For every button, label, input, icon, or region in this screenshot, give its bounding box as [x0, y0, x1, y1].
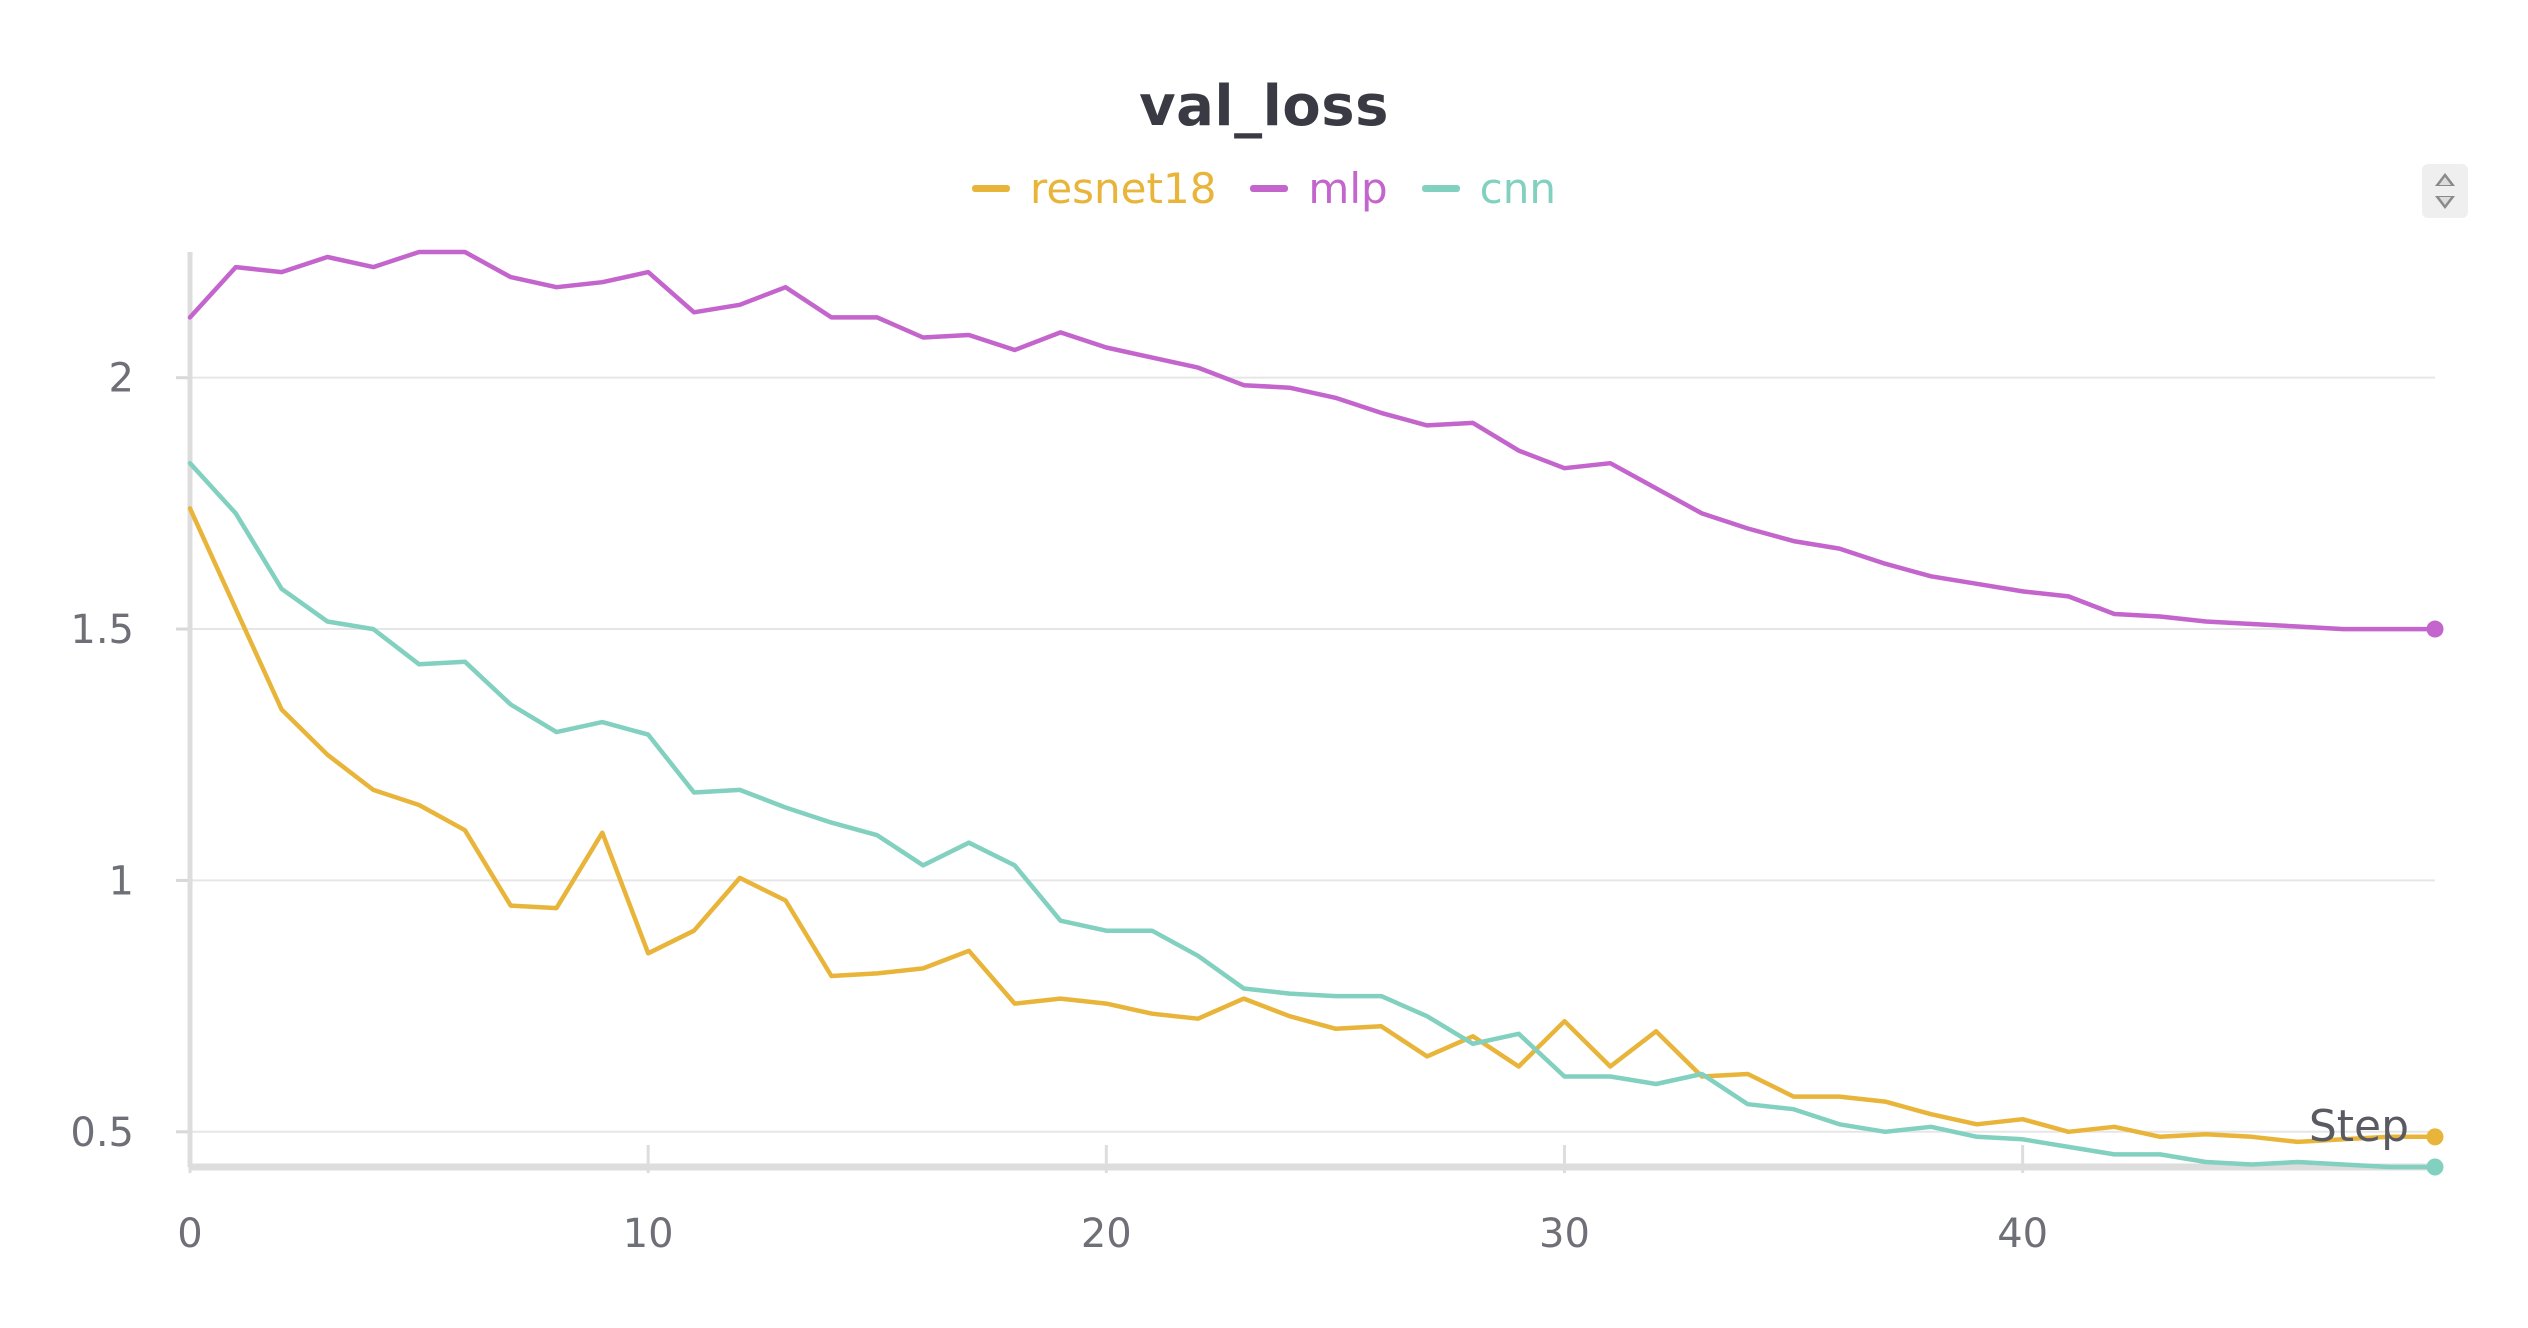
y-tick-label: 0.5 — [70, 1110, 134, 1156]
grid-lines — [190, 376, 2435, 1133]
x-tick-label: 10 — [623, 1211, 674, 1257]
legend-swatch-resnet18 — [971, 185, 1010, 192]
legend-item-mlp[interactable]: mlp — [1250, 164, 1388, 213]
y-tick-label: 1 — [109, 858, 134, 904]
legend-scroll-control[interactable] — [2422, 164, 2468, 218]
scroll-arrows-icon — [2435, 173, 2455, 209]
x-tick-label: 40 — [1997, 1211, 2048, 1257]
legend-item-cnn[interactable]: cnn — [1421, 164, 1557, 213]
series-line-mlp[interactable] — [187, 249, 2438, 632]
end-markers — [2426, 620, 2444, 1176]
x-tick-label: 20 — [1081, 1211, 1132, 1257]
legend-swatch-cnn — [1421, 185, 1460, 192]
end-marker-resnet18[interactable] — [2426, 1128, 2444, 1146]
series-lines — [187, 249, 2438, 1170]
x-axis-label: Step — [2309, 1101, 2409, 1152]
end-marker-mlp[interactable] — [2426, 620, 2444, 638]
legend-swatch-mlp — [1250, 185, 1289, 192]
axes — [176, 252, 2435, 1173]
end-marker-cnn[interactable] — [2426, 1158, 2444, 1176]
series-line-cnn[interactable] — [187, 460, 2438, 1170]
legend-label-cnn: cnn — [1479, 164, 1557, 213]
x-tick-label: 30 — [1539, 1211, 1590, 1257]
legend-label-mlp: mlp — [1308, 164, 1388, 213]
y-tick-label: 2 — [109, 356, 134, 402]
y-tick-label: 1.5 — [70, 607, 134, 653]
chart-title: val_loss — [1139, 74, 1389, 139]
legend-label-resnet18: resnet18 — [1029, 164, 1217, 213]
legend-item-resnet18[interactable]: resnet18 — [971, 164, 1217, 213]
series-line-resnet18[interactable] — [187, 506, 2438, 1145]
x-tick-label: 0 — [177, 1211, 202, 1257]
legend: resnet18 mlp cnn — [0, 164, 2528, 213]
